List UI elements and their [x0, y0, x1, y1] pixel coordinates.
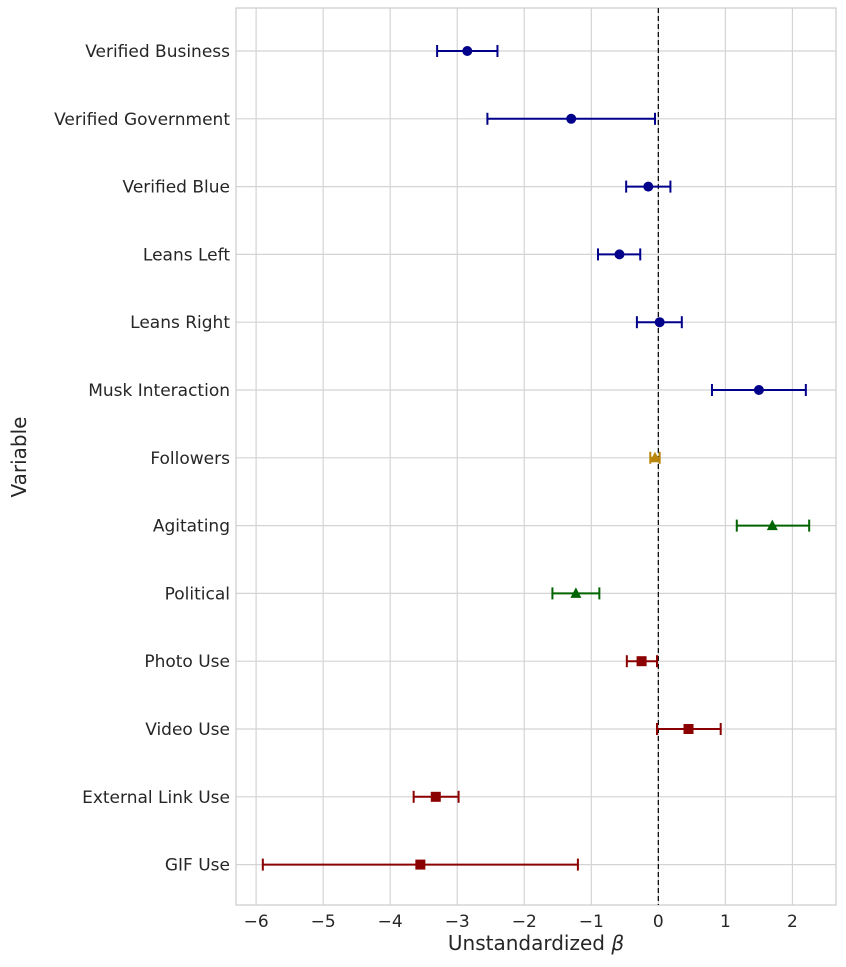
y-tick-label: Leans Right	[130, 313, 230, 333]
estimate-point	[570, 587, 582, 598]
estimate-row	[625, 655, 659, 668]
x-tick-labels: −6 −5 −4 −3 −2 −1 0 1 2	[244, 912, 798, 932]
estimate-point	[766, 519, 778, 531]
estimate-point	[415, 859, 426, 870]
y-axis-title: Variable	[7, 417, 31, 498]
x-tick-label: 1	[720, 912, 731, 932]
estimate-row	[412, 790, 460, 803]
y-tick-label: Agitating	[153, 517, 230, 537]
x-tick-label: −1	[579, 912, 604, 932]
y-tick-label: Verified Business	[85, 42, 230, 62]
estimate-row	[597, 248, 642, 261]
estimate-row	[735, 519, 811, 532]
estimate-row	[656, 723, 722, 735]
estimate-row	[486, 112, 656, 125]
estimate-marks	[261, 45, 811, 871]
x-tick-label: 0	[653, 912, 664, 932]
grid-lines	[236, 8, 836, 905]
estimate-row	[551, 587, 601, 600]
estimate-point	[636, 656, 647, 667]
y-tick-label: GIF Use	[165, 856, 230, 876]
estimate-row	[635, 316, 683, 329]
estimate-point	[566, 113, 577, 124]
x-tick-label: 2	[787, 912, 798, 932]
x-axis-title-text: Unstandardized	[448, 931, 611, 955]
beta-symbol: β	[610, 931, 624, 955]
y-tick-label: Musk Interaction	[88, 381, 230, 401]
estimate-row	[436, 45, 499, 57]
estimate-point	[683, 724, 694, 734]
estimate-row	[649, 451, 661, 464]
y-tick-label: Verified Blue	[123, 178, 230, 198]
estimate-point	[753, 385, 764, 395]
plot-area	[236, 8, 836, 905]
plot-frame	[235, 7, 837, 906]
y-tick-label: Leans Left	[143, 245, 230, 265]
y-tick-label: External Link Use	[82, 788, 230, 808]
x-axis-title: Unstandardized β	[448, 931, 624, 955]
estimate-point	[643, 181, 654, 192]
estimate-point	[430, 791, 441, 802]
estimate-point	[654, 317, 665, 328]
x-tick-label: −5	[311, 912, 336, 932]
x-tick-label: −2	[512, 912, 537, 932]
x-tick-label: −6	[244, 912, 269, 932]
estimate-row	[625, 180, 672, 193]
y-tick-label: Verified Government	[54, 110, 230, 130]
estimate-row	[261, 858, 579, 871]
estimate-point	[649, 451, 661, 463]
estimate-point	[462, 46, 473, 56]
y-tick-label: Followers	[150, 449, 230, 469]
x-tick-label: −3	[445, 912, 470, 932]
estimate-row	[710, 384, 807, 396]
y-tick-labels: Verified Business Verified Government Veri…	[54, 42, 230, 876]
x-tick-label: −4	[378, 912, 403, 932]
y-tick-label: Political	[165, 584, 230, 604]
estimate-point	[614, 249, 625, 260]
y-tick-label: Photo Use	[144, 652, 230, 672]
y-tick-label: Video Use	[145, 720, 230, 740]
